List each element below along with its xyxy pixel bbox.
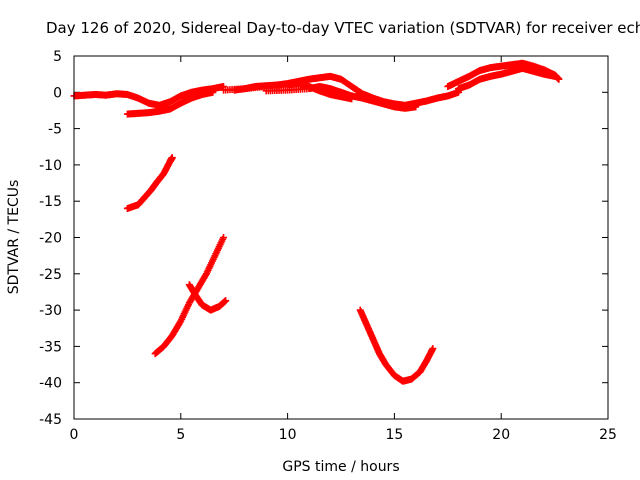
y-tick-label: -40: [39, 376, 62, 392]
chart-title: Day 126 of 2020, Sidereal Day-to-day VTE…: [46, 19, 640, 37]
x-tick-label: 20: [492, 427, 510, 443]
x-tick-label: 15: [385, 427, 403, 443]
y-tick-label: -25: [39, 267, 62, 283]
y-tick-label: -10: [39, 158, 62, 174]
y-axis-label: SDTVAR / TECUs: [6, 180, 22, 295]
y-tick-label: 0: [53, 85, 62, 101]
data-point: [555, 75, 563, 83]
series-sat-i: [151, 234, 228, 358]
series-sat-e: [220, 80, 356, 103]
x-tick-label: 0: [70, 427, 79, 443]
y-tick-label: 5: [53, 49, 62, 65]
data-points: [70, 59, 563, 385]
y-tick-label: -35: [39, 339, 62, 355]
x-axis-label: GPS time / hours: [282, 459, 399, 475]
x-tick-label: 25: [599, 427, 617, 443]
series-sat-f: [444, 59, 563, 90]
data-point: [429, 345, 437, 353]
data-point: [412, 103, 420, 111]
series-sat-k: [356, 306, 437, 385]
x-tick-label: 5: [176, 427, 185, 443]
data-point: [551, 72, 559, 80]
x-tick-label: 10: [279, 427, 297, 443]
y-tick-label: -45: [39, 412, 62, 428]
data-point: [209, 88, 217, 96]
y-tick-label: -30: [39, 303, 62, 319]
y-tick-label: -5: [48, 122, 62, 138]
data-point: [348, 95, 356, 103]
series-sat-g: [454, 64, 559, 93]
y-tick-label: -15: [39, 194, 62, 210]
data-point: [220, 234, 228, 241]
axis-tick-labels: 0 5 10 15 20 25 5 0 -5 -10 -15 -20 -25 -30 -35 -40 -45: [39, 49, 617, 443]
data-point: [168, 154, 176, 162]
data-point: [222, 297, 230, 305]
plot-frame: [73, 55, 609, 420]
series-sat-j: [185, 281, 230, 314]
y-tick-label: -20: [39, 231, 62, 247]
series-sat-b: [123, 88, 217, 118]
series-sat-h: [123, 154, 176, 212]
